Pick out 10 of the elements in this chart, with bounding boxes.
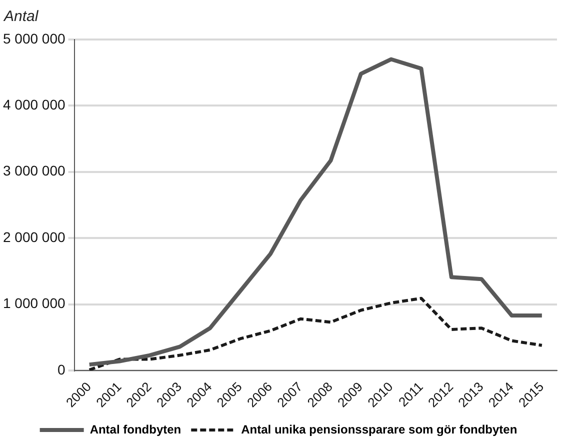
y-tick-label: 5 000 000 bbox=[2, 30, 66, 46]
y-tick-label: 1 000 000 bbox=[2, 295, 66, 312]
y-tick-label: 0 bbox=[57, 361, 66, 378]
legend-label: Antal fondbyten bbox=[90, 422, 182, 436]
legend-label: Antal unika pensionssparare som gör fondbyten bbox=[241, 422, 518, 436]
y-axis-title: Antal bbox=[4, 8, 38, 25]
y-tick-label: 2 000 000 bbox=[2, 228, 66, 245]
line-series bbox=[88, 296, 544, 371]
y-tick-label: 4 000 000 bbox=[2, 96, 66, 112]
y-tick-label: 3 000 000 bbox=[2, 162, 66, 179]
